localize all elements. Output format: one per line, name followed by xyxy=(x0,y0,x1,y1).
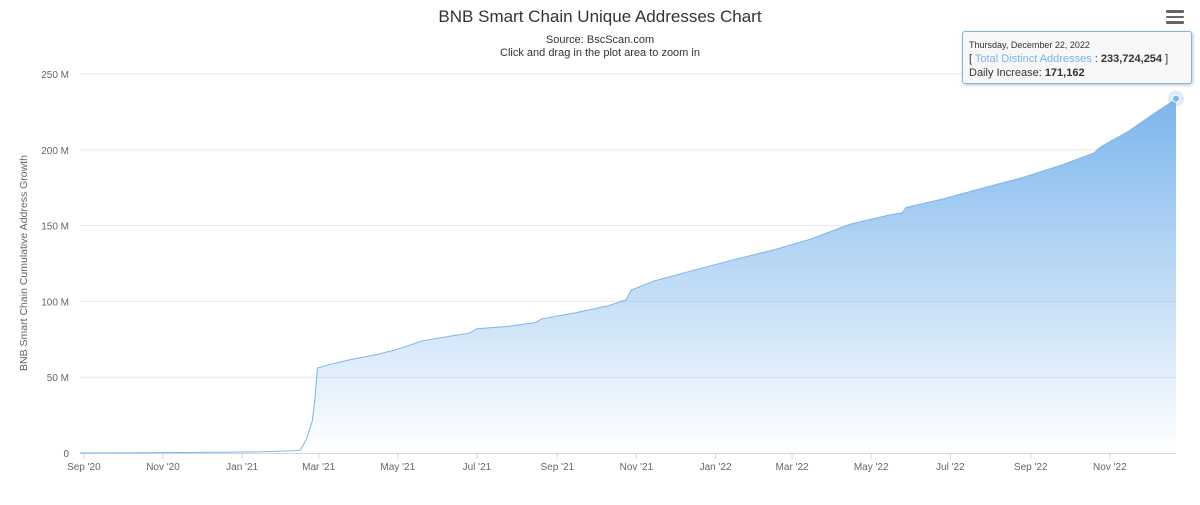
tooltip-total-row: [ Total Distinct Addresses : 233,724,254… xyxy=(969,52,1185,66)
x-tick-label: May '22 xyxy=(854,462,889,473)
tooltip-total-value: 233,724,254 xyxy=(1100,53,1163,65)
tooltip-increase-label: Daily Increase: xyxy=(969,67,1045,79)
series-layer xyxy=(79,90,1184,454)
x-tick-label: Jan '21 xyxy=(226,462,258,473)
x-tick-label: Nov '21 xyxy=(620,462,654,473)
x-tick-label: Jul '21 xyxy=(463,462,492,473)
series-area xyxy=(80,98,1176,453)
x-tick-label: Sep '22 xyxy=(1014,462,1048,473)
chart-source: Source: BscScan.com xyxy=(545,34,655,46)
tooltip-series-name: Total Distinct Addresses xyxy=(974,53,1092,65)
hover-point[interactable] xyxy=(1172,94,1180,103)
x-tick-label: Nov '20 xyxy=(146,462,180,473)
series-line xyxy=(79,98,1177,454)
tooltip-increase-row: Daily Increase: 171,162 xyxy=(969,66,1185,80)
data-tooltip: Thursday, December 22, 2022 [ Total Dist… xyxy=(962,31,1192,84)
y-axis-ticks: 0 50 M 100 M 150 M 200 M 250 M xyxy=(41,70,69,460)
y-tick-label: 100 M xyxy=(41,297,69,308)
y-tick-label: 200 M xyxy=(41,146,69,157)
tooltip-close-bracket: ] xyxy=(1162,53,1169,65)
y-axis-label: BNB Smart Chain Cumulative Address Growt… xyxy=(18,155,30,371)
tooltip-open-bracket: [ xyxy=(969,53,975,65)
x-tick-label: Nov '22 xyxy=(1093,462,1127,473)
x-tick-label: Sep '20 xyxy=(67,462,101,473)
y-tick-label: 250 M xyxy=(41,70,69,81)
y-tick-label: 50 M xyxy=(47,373,69,384)
hamburger-menu-icon[interactable] xyxy=(1166,10,1184,24)
x-tick-label: Sep '21 xyxy=(541,462,575,473)
tooltip-increase-value: 171,162 xyxy=(1044,67,1085,79)
chart-title: BNB Smart Chain Unique Addresses Chart xyxy=(438,7,762,26)
tooltip-separator: : xyxy=(1091,53,1101,65)
x-tick-label: Mar '22 xyxy=(776,462,809,473)
x-tick-label: Mar '21 xyxy=(302,462,335,473)
y-tick-label: 0 xyxy=(63,449,69,460)
x-tick-label: May '21 xyxy=(380,462,415,473)
x-axis-ticks: Sep '20 Nov '20 Jan '21 Mar '21 May '21 Jul '… xyxy=(67,453,1176,473)
tooltip-date: Thursday, December 22, 2022 xyxy=(969,40,1090,50)
x-tick-label: Jan '22 xyxy=(700,462,732,473)
y-tick-label: 150 M xyxy=(41,222,69,233)
zoom-hint: Click and drag in the plot area to zoom … xyxy=(500,47,700,59)
x-tick-label: Jul '22 xyxy=(936,462,965,473)
chart-subtitle: Source: BscScan.com Click and drag in th… xyxy=(0,34,1200,60)
